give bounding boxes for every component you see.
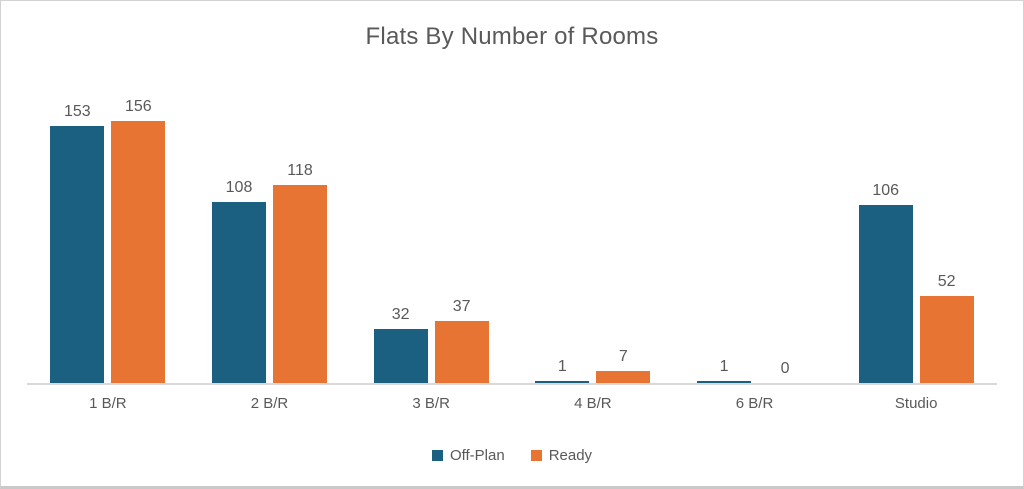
legend-item-ready: Ready [530,447,593,464]
value-label: 1 [557,358,567,375]
bar-off-plan [858,205,913,383]
value-label: 32 [391,306,410,323]
bar-item: 0 [758,360,812,383]
legend-swatch-icon [431,450,443,461]
bar-item: 118 [273,162,327,383]
bar-group-2-b-r: 108 118 [189,75,351,383]
value-label: 106 [872,182,900,199]
bar-off-plan [50,126,105,383]
bar-item: 1 [697,358,752,383]
legend-swatch-icon [530,450,542,461]
x-axis-label: 4 B/R [574,394,612,412]
bar-group-studio: 106 52 [835,75,997,383]
bar-ready [919,296,974,383]
bar-item: 7 [596,348,651,383]
bar-ready [273,185,327,383]
legend: Off-Plan Ready [1,447,1023,464]
bar-ready [111,121,166,383]
bar-item: 106 [858,182,913,383]
bar-item: 1 [535,358,590,383]
x-axis-label: 3 B/R [412,394,450,412]
x-axis-label: Studio [894,394,938,412]
value-label: 52 [937,273,956,290]
chart-title: Flats By Number of Rooms [365,23,659,50]
value-label: 0 [780,360,790,377]
bar-ready [596,371,651,383]
legend-item-off-plan: Off-Plan [431,447,505,464]
x-axis-label: 2 B/R [250,394,289,412]
value-label: 7 [618,348,628,365]
legend-label: Off-Plan [449,447,505,464]
bar-item: 153 [50,103,105,383]
bar-off-plan [697,381,752,383]
bar-off-plan [373,329,428,383]
bar-item: 108 [212,179,266,383]
x-axis-category-row: 1 B/R 2 B/R 3 B/R 4 B/R 6 B/R Studio [27,385,997,421]
bar-item: 37 [434,298,489,383]
bar-off-plan [535,381,590,383]
value-label: 108 [225,179,253,196]
bar-item: 52 [919,273,974,383]
value-label: 153 [63,103,91,120]
bar-group-1-b-r: 153 156 [27,75,189,383]
legend-label: Ready [548,447,593,464]
value-label: 37 [452,298,471,315]
plot-wrap: 153 156 108 118 32 37 1 7 1 0 106 52 1 B/R 2 B/R 3 B/… [27,75,997,421]
x-axis-label: 1 B/R [89,394,127,412]
bar-item: 32 [373,306,428,383]
value-label: 1 [719,358,729,375]
value-label: 156 [124,98,152,115]
bar-ready [434,321,489,383]
bar-off-plan [212,202,266,383]
bar-item: 156 [111,98,166,383]
x-axis-label: 6 B/R [735,394,774,412]
value-label: 118 [287,162,313,179]
plot-area: 153 156 108 118 32 37 1 7 1 0 106 52 [27,75,997,385]
bar-group-3-b-r: 32 37 [350,75,512,383]
